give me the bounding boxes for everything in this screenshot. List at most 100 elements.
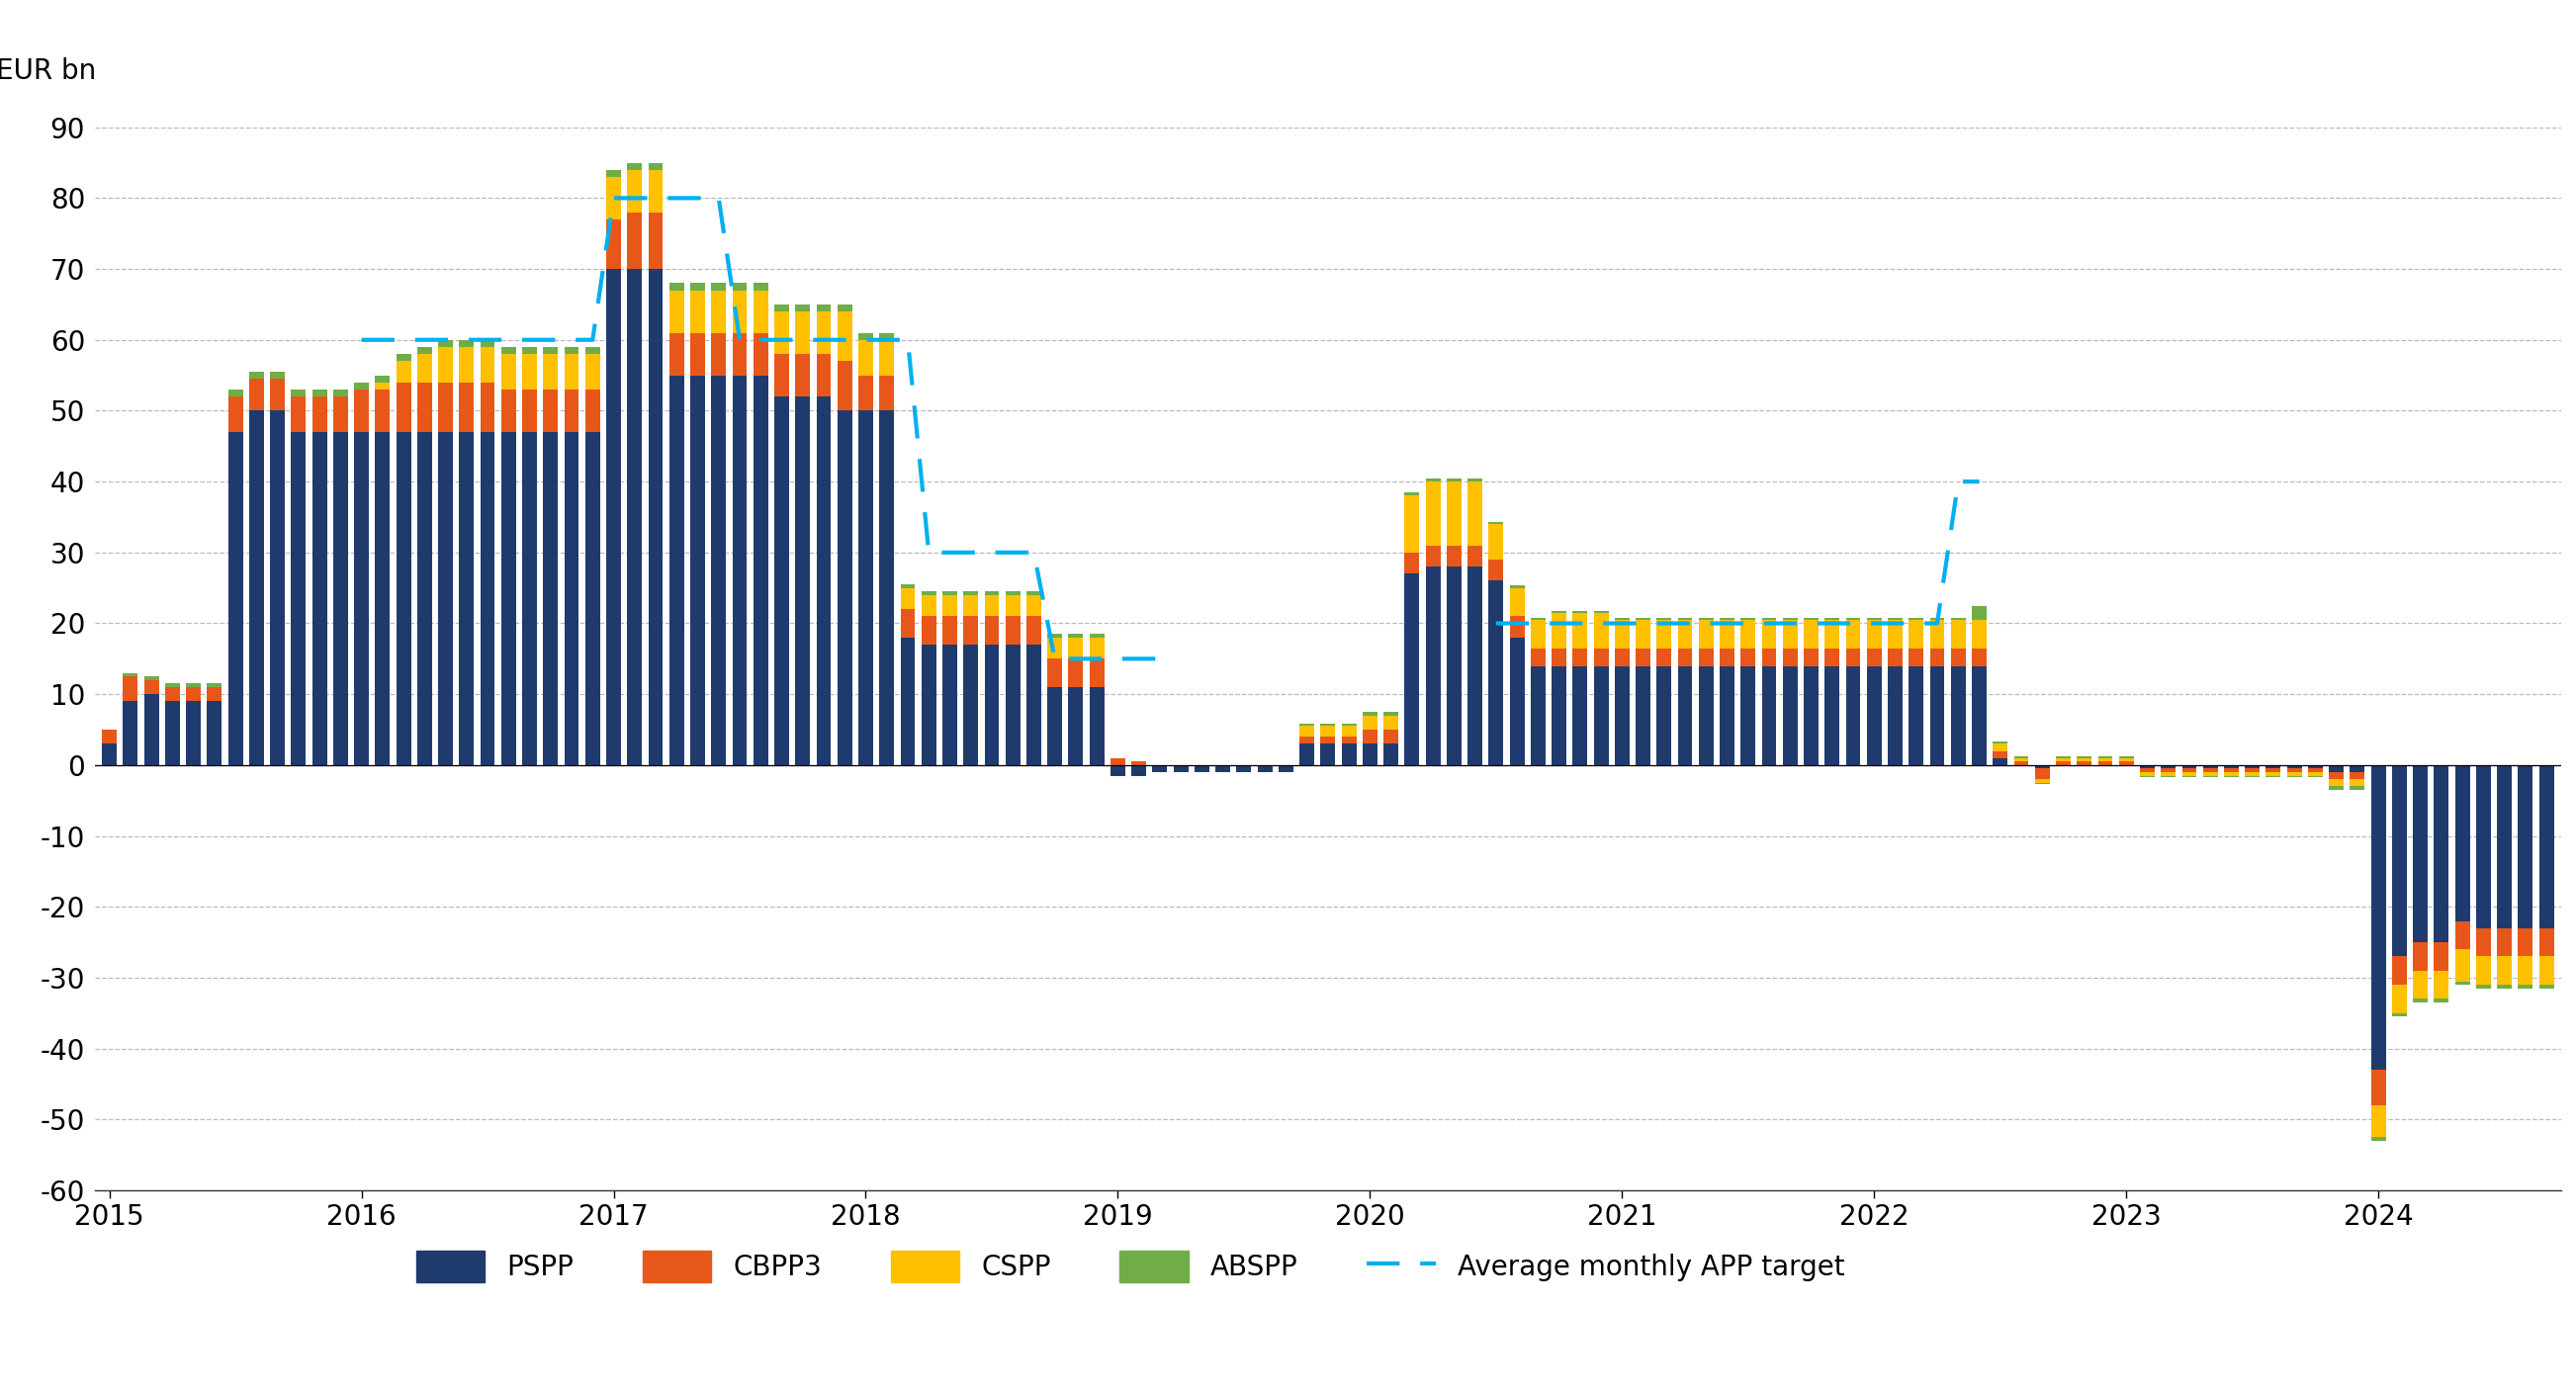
- Bar: [185, 701, 201, 765]
- Bar: [1636, 620, 1651, 648]
- Bar: [1574, 610, 1587, 613]
- Bar: [1090, 687, 1105, 765]
- Bar: [902, 609, 914, 638]
- Bar: [1069, 638, 1082, 659]
- Bar: [1131, 765, 1146, 776]
- Bar: [1909, 666, 1924, 765]
- Bar: [2287, 776, 2303, 777]
- Bar: [1615, 617, 1631, 620]
- Bar: [2540, 957, 2553, 985]
- Bar: [417, 347, 433, 354]
- Bar: [438, 340, 453, 347]
- Bar: [629, 170, 641, 212]
- Bar: [2223, 772, 2239, 776]
- Bar: [1656, 666, 1672, 765]
- Bar: [2182, 776, 2197, 777]
- Bar: [585, 347, 600, 354]
- Bar: [1005, 592, 1020, 595]
- Bar: [2076, 756, 2092, 758]
- Bar: [1762, 666, 1777, 765]
- Bar: [649, 170, 662, 212]
- Bar: [185, 687, 201, 701]
- Bar: [2414, 999, 2427, 1003]
- Bar: [376, 375, 389, 382]
- Bar: [353, 390, 368, 432]
- Bar: [291, 390, 307, 397]
- Bar: [1847, 666, 1860, 765]
- Bar: [2540, 985, 2553, 989]
- Bar: [2393, 985, 2406, 1013]
- Bar: [963, 595, 979, 616]
- Bar: [629, 269, 641, 765]
- Bar: [963, 592, 979, 595]
- Bar: [2519, 985, 2532, 989]
- Bar: [1489, 560, 1504, 581]
- Bar: [1069, 659, 1082, 687]
- Bar: [144, 677, 160, 680]
- Bar: [1383, 730, 1399, 744]
- Bar: [1950, 620, 1965, 648]
- Bar: [2141, 772, 2154, 776]
- Bar: [1595, 648, 1607, 666]
- Bar: [1721, 666, 1734, 765]
- Bar: [2414, 765, 2427, 942]
- Bar: [124, 677, 137, 701]
- Bar: [1971, 620, 1986, 648]
- Bar: [1151, 765, 1167, 772]
- Bar: [2014, 756, 2027, 758]
- Bar: [312, 432, 327, 765]
- Bar: [817, 305, 832, 312]
- Bar: [1574, 613, 1587, 648]
- Bar: [2329, 779, 2344, 786]
- Bar: [502, 390, 515, 432]
- Bar: [1574, 648, 1587, 666]
- Bar: [1342, 744, 1358, 765]
- Bar: [438, 347, 453, 382]
- Bar: [2455, 981, 2470, 985]
- Bar: [1783, 648, 1798, 666]
- Bar: [229, 397, 242, 432]
- Bar: [2434, 765, 2450, 942]
- Bar: [858, 375, 873, 411]
- Bar: [649, 269, 662, 765]
- Bar: [1888, 620, 1904, 648]
- Bar: [2455, 921, 2470, 950]
- Bar: [902, 638, 914, 765]
- Bar: [2035, 769, 2050, 779]
- Bar: [2455, 765, 2470, 921]
- Bar: [1595, 666, 1607, 765]
- Bar: [1468, 478, 1481, 482]
- Bar: [523, 432, 536, 765]
- Bar: [2393, 765, 2406, 957]
- Bar: [2349, 765, 2365, 772]
- Bar: [1175, 765, 1188, 772]
- Bar: [1721, 617, 1734, 620]
- Bar: [2097, 758, 2112, 762]
- Bar: [2540, 765, 2553, 928]
- Bar: [2308, 776, 2324, 777]
- Bar: [2434, 971, 2450, 999]
- Bar: [165, 684, 180, 687]
- Bar: [438, 382, 453, 432]
- Bar: [523, 347, 536, 354]
- Bar: [1677, 648, 1692, 666]
- Bar: [1868, 648, 1880, 666]
- Bar: [1656, 620, 1672, 648]
- Bar: [332, 397, 348, 432]
- Bar: [1090, 659, 1105, 687]
- Bar: [103, 744, 116, 765]
- Bar: [2161, 772, 2177, 776]
- Bar: [185, 684, 201, 687]
- Bar: [775, 305, 788, 312]
- Bar: [902, 584, 914, 588]
- Bar: [438, 432, 453, 765]
- Bar: [1025, 595, 1041, 616]
- Bar: [1425, 482, 1440, 546]
- Bar: [564, 432, 580, 765]
- Bar: [2244, 772, 2259, 776]
- Bar: [523, 390, 536, 432]
- Bar: [2244, 769, 2259, 772]
- Bar: [1298, 737, 1314, 744]
- Bar: [752, 283, 768, 290]
- Bar: [1656, 617, 1672, 620]
